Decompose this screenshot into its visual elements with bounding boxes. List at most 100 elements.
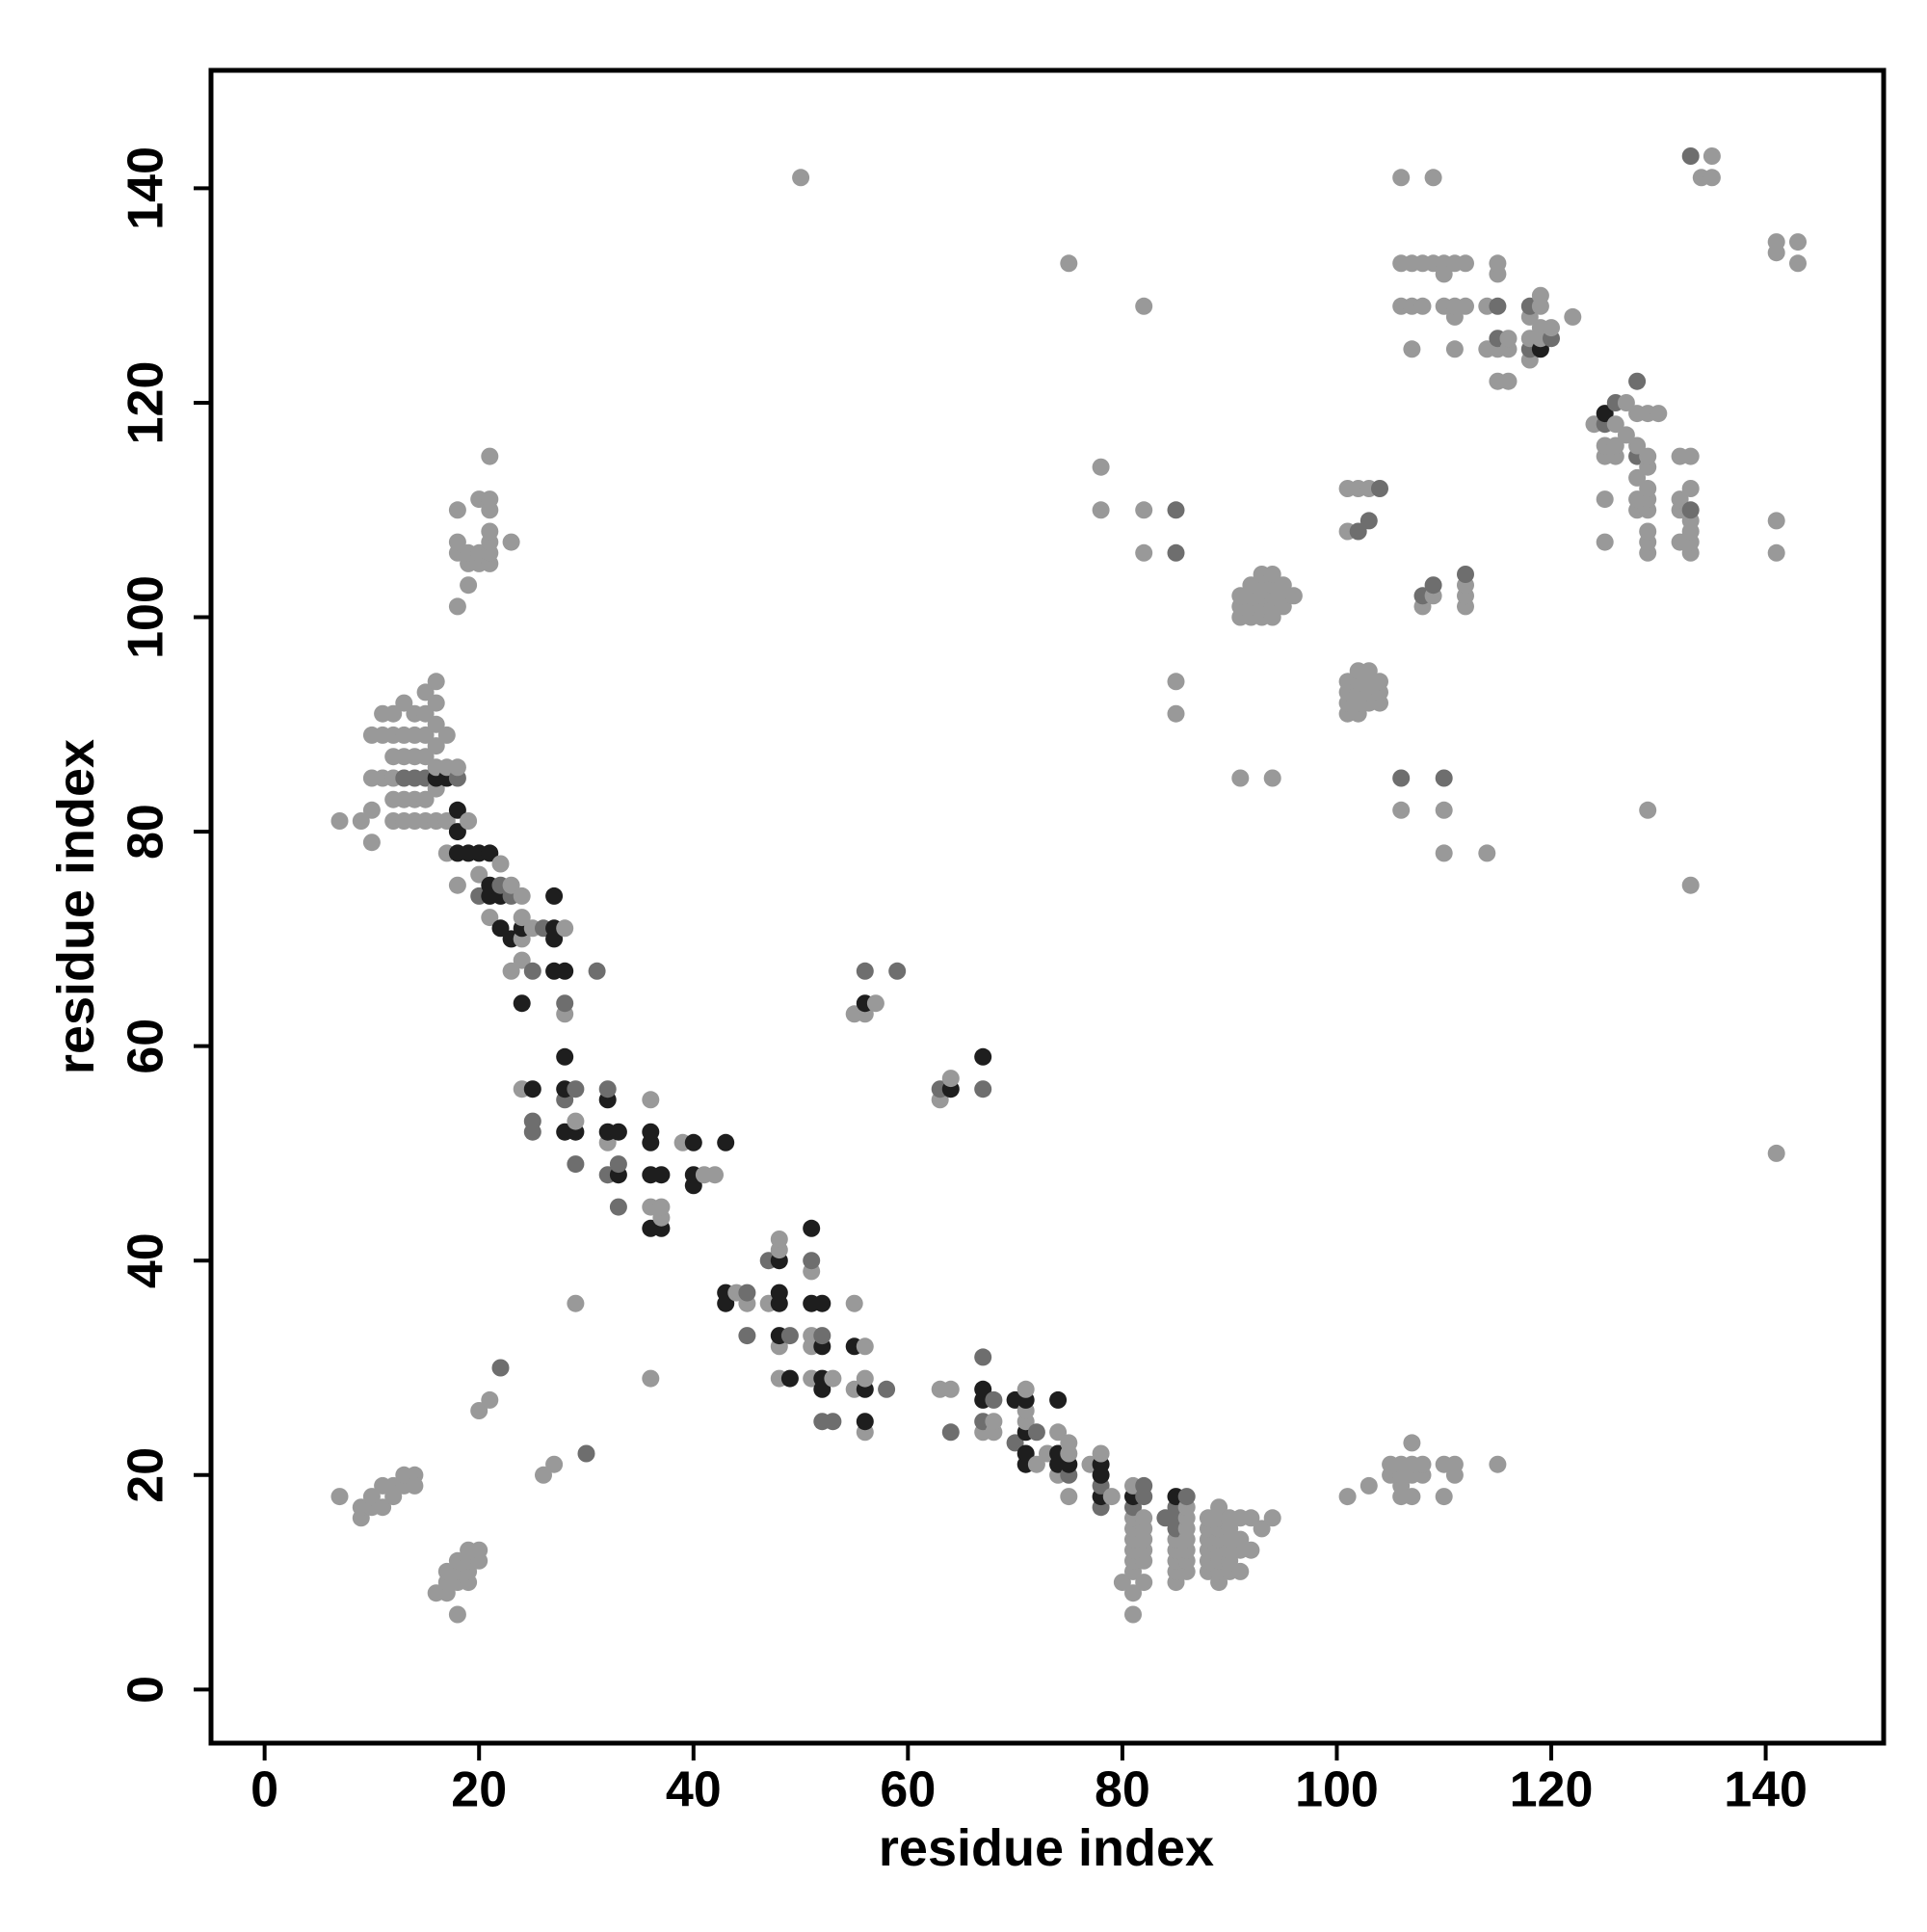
contact-point <box>1531 286 1549 304</box>
contact-point <box>609 1198 627 1216</box>
contact-point <box>1135 1476 1153 1495</box>
contact-point <box>437 726 456 744</box>
x-axis-title: residue index <box>879 1819 1214 1877</box>
contact-point <box>1392 769 1411 787</box>
contact-point <box>888 962 907 980</box>
contact-point <box>481 909 499 927</box>
contact-point <box>1489 297 1507 315</box>
contact-point <box>1489 1455 1507 1473</box>
y-tick-label: 80 <box>119 804 174 860</box>
contact-point <box>1617 426 1635 444</box>
y-axis: 0 20 40 60 80 100 120 140 <box>119 146 211 1704</box>
contact-point <box>1092 458 1110 476</box>
contact-point <box>416 704 435 723</box>
contact-point <box>1789 254 1807 273</box>
contact-point <box>878 1380 896 1398</box>
contact-point <box>856 962 874 980</box>
contact-point <box>1274 576 1292 595</box>
contact-point <box>1253 1520 1271 1538</box>
contact-point <box>1060 1434 1078 1452</box>
contact-point <box>330 812 349 830</box>
contact-point <box>416 726 435 744</box>
contact-point <box>598 1080 617 1098</box>
contact-point <box>481 844 499 862</box>
contact-point <box>448 533 466 551</box>
contact-point <box>770 1284 788 1302</box>
contact-point <box>491 919 510 938</box>
contact-point <box>1231 769 1250 787</box>
contact-point <box>535 1466 552 1484</box>
contact-point <box>1703 169 1721 187</box>
contact-point <box>567 1294 585 1312</box>
contact-point <box>1767 512 1785 530</box>
y-tick-label: 40 <box>119 1232 174 1288</box>
contact-point <box>1242 1541 1260 1559</box>
contact-point <box>362 801 381 819</box>
contact-point <box>491 1359 510 1377</box>
contact-point <box>470 1402 488 1419</box>
contact-point <box>803 1219 821 1237</box>
contact-point <box>448 501 466 519</box>
contact-point <box>974 1047 992 1066</box>
contact-point <box>1445 340 1464 358</box>
contact-point <box>1135 501 1153 519</box>
contact-point <box>1681 147 1700 165</box>
contact-point <box>1435 769 1453 787</box>
contact-point <box>1681 501 1700 519</box>
contact-point <box>1435 1488 1453 1506</box>
contact-point <box>1767 1144 1785 1162</box>
contact-point <box>1639 801 1657 819</box>
contact-point <box>609 1155 627 1174</box>
contact-point <box>738 1327 756 1345</box>
contact-point <box>1371 673 1388 691</box>
contact-point <box>1596 490 1614 509</box>
contact-point <box>974 1348 992 1366</box>
contact-point <box>1424 169 1442 187</box>
contact-point <box>491 855 510 873</box>
contact-point <box>470 1541 488 1559</box>
contact-point <box>1617 394 1635 411</box>
contact-point <box>448 758 466 777</box>
contact-point <box>460 576 478 595</box>
contact-point <box>481 490 499 509</box>
contact-point <box>1445 1455 1464 1473</box>
contact-point <box>502 876 520 894</box>
contact-point <box>556 919 574 938</box>
contact-point <box>1124 1605 1142 1624</box>
contact-point <box>1167 673 1185 691</box>
x-tick-label: 60 <box>880 1762 936 1818</box>
contact-point <box>974 1080 992 1098</box>
contact-point <box>384 704 403 723</box>
contact-point <box>1639 480 1657 497</box>
contact-point <box>1628 437 1647 455</box>
contact-point <box>1424 576 1442 595</box>
contact-point <box>780 1369 799 1388</box>
contact-point <box>1284 587 1303 605</box>
contact-point <box>1628 372 1647 390</box>
contact-point <box>1242 1509 1260 1527</box>
contact-point <box>1499 372 1518 390</box>
contact-point <box>523 1080 541 1098</box>
contact-point <box>437 812 456 830</box>
contact-point <box>1049 1390 1068 1409</box>
contact-point <box>1349 522 1367 541</box>
contact-point <box>352 812 370 830</box>
contact-point <box>1639 447 1657 465</box>
x-tick-label: 80 <box>1095 1762 1150 1818</box>
contact-point <box>502 533 520 551</box>
contact-point <box>1392 169 1411 187</box>
contact-point <box>567 1080 585 1098</box>
contact-point <box>556 1047 574 1066</box>
y-tick-label: 100 <box>119 575 174 659</box>
contact-point <box>567 1112 585 1130</box>
y-tick-label: 0 <box>119 1676 174 1704</box>
contact-point <box>1359 512 1378 530</box>
contact-point <box>652 1198 671 1216</box>
y-axis-title: residue index <box>47 739 105 1074</box>
contact-point <box>1478 844 1496 862</box>
contact-point <box>362 1488 381 1506</box>
x-tick-label: 40 <box>666 1762 722 1818</box>
contact-point <box>1767 543 1785 562</box>
